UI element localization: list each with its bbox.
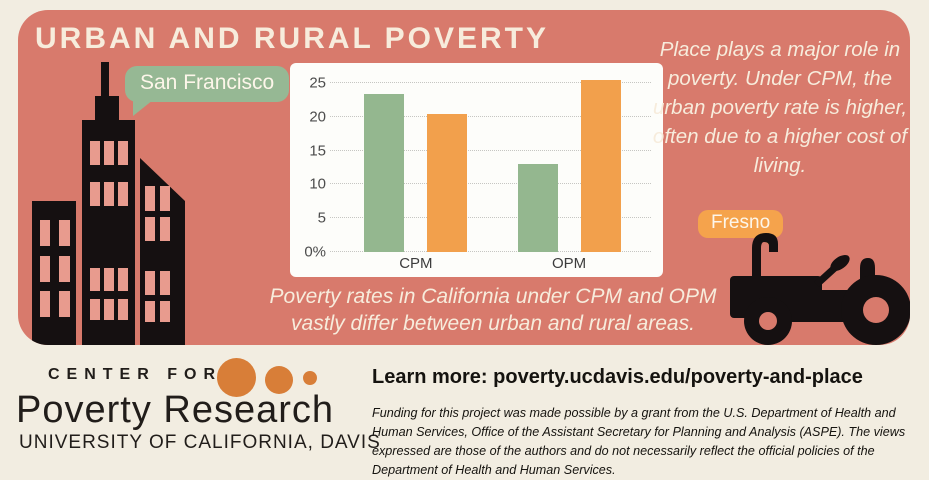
gridline-25 [330, 82, 651, 84]
san-francisco-label: San Francisco [140, 71, 275, 94]
gridline-20 [330, 115, 651, 117]
gridline-10 [330, 183, 651, 185]
x-tick-label-cpm: CPM [399, 255, 433, 272]
learn-more-text: Learn more: poverty.ucdavis.edu/poverty-… [372, 366, 863, 388]
y-tick-label: 25 [309, 74, 326, 92]
poster-title: URBAN AND RURAL POVERTY [35, 22, 550, 55]
logo-circle-large [217, 358, 256, 397]
y-tick-label: 15 [309, 142, 326, 160]
chart-caption: Poverty rates in California under CPM an… [269, 285, 717, 336]
bar-opm-san-francisco [517, 164, 558, 252]
logo-circle-small [303, 371, 317, 385]
logo-circle-medium [265, 366, 293, 394]
poster-panel: URBAN AND RURAL POVERTY [18, 10, 910, 345]
funding-disclaimer: Funding for this project was made possib… [372, 406, 906, 477]
y-tick-label: 20 [309, 108, 326, 126]
plot-area [330, 73, 651, 252]
fresno-label: Fresno [711, 212, 771, 233]
bar-opm-fresno [580, 80, 621, 252]
x-tick-label-opm: OPM [552, 255, 587, 272]
bar-cpm-san-francisco [364, 93, 405, 252]
y-tick-label: 5 [317, 209, 326, 227]
bar-group-opm [498, 73, 641, 252]
tractor-icon [730, 233, 910, 345]
logo-center-for: CENTER FOR [48, 366, 222, 383]
gridline-5 [330, 217, 651, 219]
gridline-15 [330, 149, 651, 151]
x-axis: CPM OPM [334, 252, 651, 273]
gridline-0 [330, 251, 651, 252]
y-tick-label: 10 [309, 175, 326, 193]
bar-cpm-fresno [427, 114, 468, 252]
san-francisco-label-bubble: San Francisco [125, 66, 290, 116]
bar-group-cpm [345, 73, 488, 252]
city-skyline-illustration [32, 62, 185, 345]
y-axis: 0% 5 10 15 20 25 [298, 73, 334, 261]
poverty-bar-chart: 0% 5 10 15 20 25 CPM OPM [290, 63, 663, 277]
logo-poverty-research: Poverty Research [16, 389, 335, 431]
chart-grid: 0% 5 10 15 20 25 CPM OPM [298, 73, 651, 273]
logo-university: UNIVERSITY OF CALIFORNIA, DAVIS [19, 432, 381, 453]
side-note: Place plays a major role in poverty. Und… [652, 38, 908, 178]
y-tick-label: 0% [304, 243, 326, 261]
